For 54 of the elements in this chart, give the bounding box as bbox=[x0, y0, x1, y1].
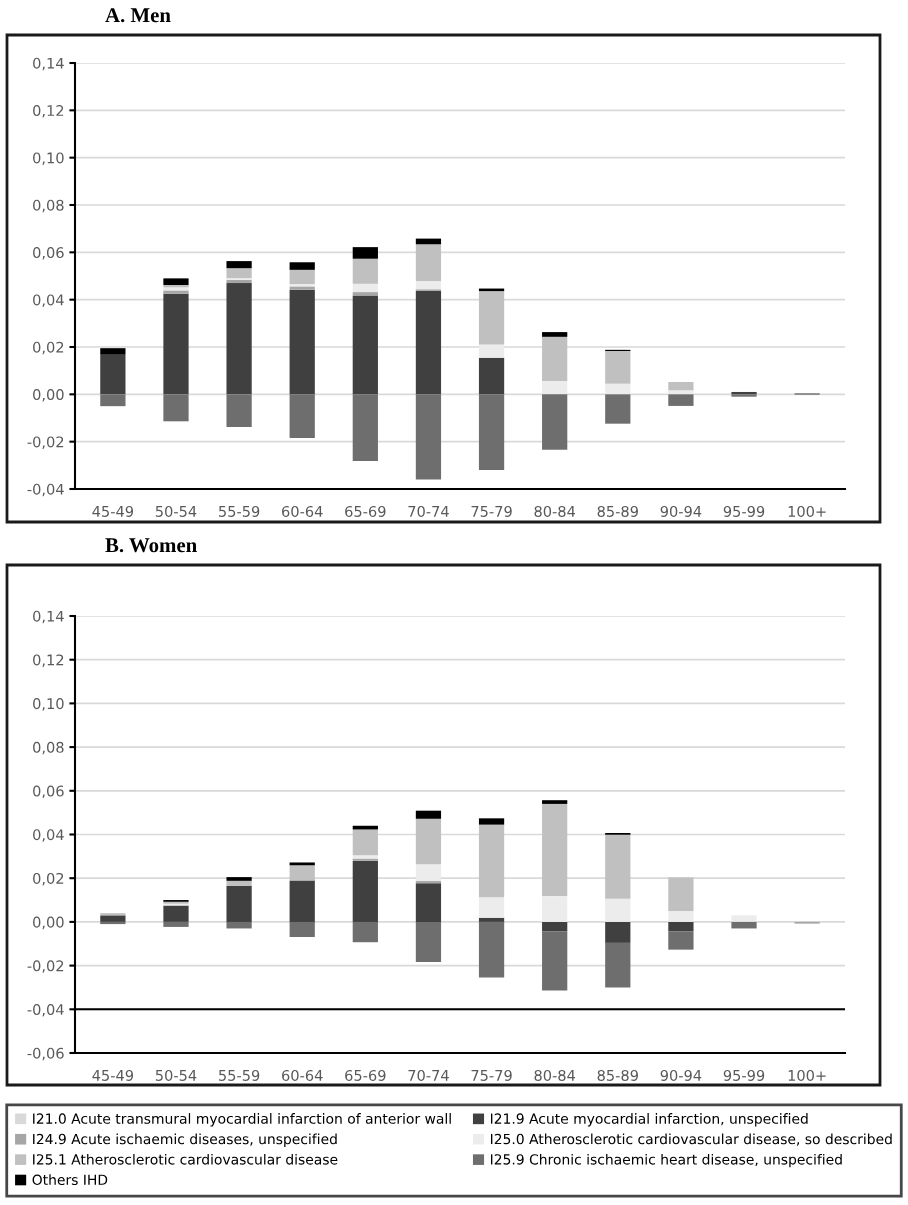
y-tick-label: 0,02 bbox=[33, 872, 64, 886]
y-tick-label: 0,12 bbox=[33, 105, 64, 118]
chart-title: B. Women bbox=[105, 538, 197, 553]
x-tick-label: 60-64 bbox=[282, 505, 323, 517]
x-tick-label: 50-54 bbox=[155, 1069, 197, 1081]
y-tick-label: 0,12 bbox=[33, 654, 64, 667]
y-tick-label: -0,04 bbox=[27, 483, 64, 497]
x-tick-label: 75-79 bbox=[471, 505, 512, 517]
x-tick-label: 85-89 bbox=[597, 1069, 638, 1081]
y-tick-label: 0,08 bbox=[33, 199, 64, 213]
chart-title: A. Men bbox=[105, 8, 171, 23]
y-tick-label: 0,00 bbox=[33, 389, 64, 402]
y-tick-label: 0,10 bbox=[33, 698, 64, 711]
y-tick-label: 0,06 bbox=[33, 247, 64, 260]
x-tick-label: 80-84 bbox=[534, 1069, 576, 1081]
x-tick-label: 95-99 bbox=[723, 505, 765, 517]
x-tick-label: 95-99 bbox=[723, 1069, 765, 1081]
y-tick-label: -0,04 bbox=[27, 1004, 64, 1017]
x-tick-label: 50-54 bbox=[155, 505, 197, 517]
x-tick-label: 100+ bbox=[788, 505, 826, 517]
x-tick-label: 65-69 bbox=[345, 505, 386, 517]
x-tick-label: 85-89 bbox=[597, 505, 638, 517]
x-tick-label: 60-64 bbox=[282, 1069, 323, 1081]
y-tick-label: -0,06 bbox=[27, 1047, 64, 1061]
legend-label: I24.9 Acute ischaemic diseases, unspecified bbox=[33, 1133, 337, 1147]
y-tick-label: -0,02 bbox=[27, 436, 64, 449]
x-tick-label: 65-69 bbox=[345, 1069, 386, 1081]
x-tick-label: 80-84 bbox=[534, 505, 576, 517]
x-tick-label: 45-49 bbox=[92, 505, 134, 517]
y-tick-label: 0,02 bbox=[33, 341, 64, 355]
y-tick-label: 0,04 bbox=[33, 829, 64, 842]
x-tick-label: 90-94 bbox=[660, 505, 702, 517]
x-tick-label: 70-74 bbox=[408, 1069, 449, 1081]
legend-label: I25.0 Atherosclerotic cardiovascular disease, so described bbox=[490, 1133, 892, 1146]
x-tick-label: 55-59 bbox=[219, 505, 260, 517]
y-tick-label: -0,02 bbox=[27, 960, 64, 973]
y-tick-label: 0,10 bbox=[33, 152, 64, 165]
legend-label: I25.1 Atherosclerotic cardiovascular disease bbox=[33, 1153, 338, 1165]
legend-label: I21.0 Acute transmural myocardial infarction of anterior wall bbox=[33, 1113, 451, 1127]
legend-label: I21.9 Acute myocardial infarction, unspecified bbox=[490, 1113, 808, 1127]
x-tick-label: 55-59 bbox=[219, 1069, 260, 1081]
y-tick-label: 0,04 bbox=[33, 294, 64, 307]
x-tick-label: 70-74 bbox=[408, 505, 449, 517]
x-tick-label: 90-94 bbox=[660, 1069, 702, 1081]
x-tick-label: 45-49 bbox=[92, 1069, 134, 1081]
y-tick-label: 0,00 bbox=[33, 916, 64, 930]
legend-label: I25.9 Chronic ischaemic heart disease, unspecified bbox=[490, 1153, 842, 1168]
y-tick-label: 0,14 bbox=[33, 610, 64, 624]
legend-label: Others IHD bbox=[32, 1174, 108, 1186]
y-tick-label: 0,14 bbox=[33, 57, 64, 71]
y-tick-label: 0,06 bbox=[33, 785, 64, 799]
x-tick-label: 100+ bbox=[788, 1069, 826, 1081]
x-tick-label: 75-79 bbox=[471, 1069, 512, 1081]
y-tick-label: 0,08 bbox=[33, 741, 64, 755]
